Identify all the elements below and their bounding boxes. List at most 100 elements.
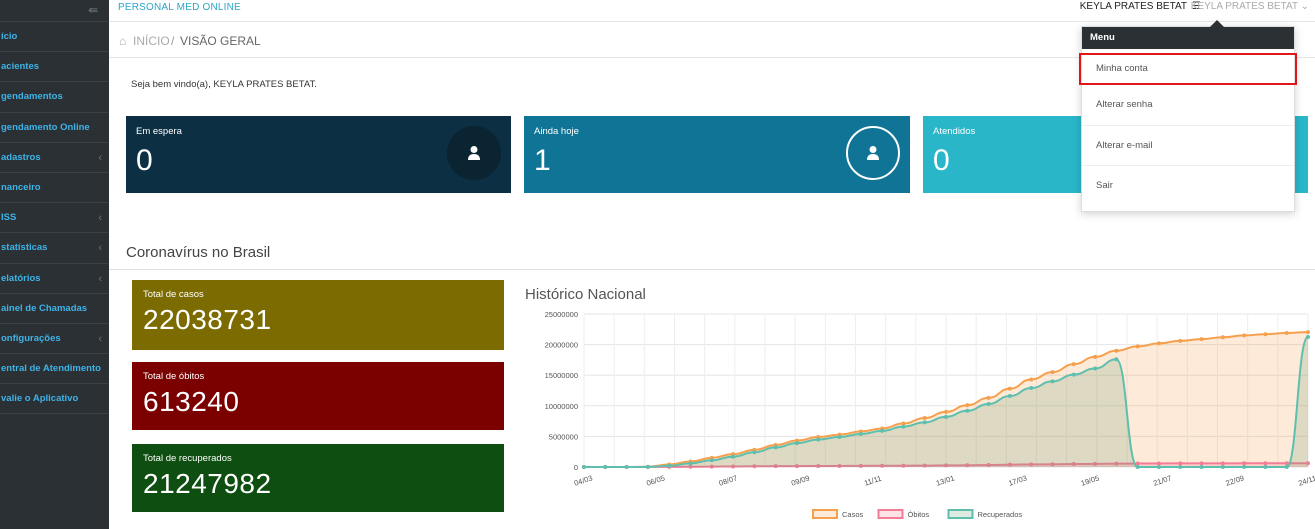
sidebar-item[interactable]: valie o Aplicativo [0,384,109,415]
sidebar-item[interactable]: ainel de Chamadas [0,294,109,324]
series-line [584,335,1309,468]
chevron-left-icon: ‹ [98,242,102,255]
data-point [901,421,906,426]
user-menu-label: KEYLA PRATES BETAT [1190,1,1298,12]
y-tick-label: 25000000 [545,310,578,319]
data-point [880,463,885,468]
sidebar-item[interactable]: ício [0,22,109,53]
data-point [1306,461,1310,466]
box-value: 22038731 [143,304,272,335]
data-point [816,464,821,469]
menu-icon[interactable]: ☰ [1192,1,1201,12]
data-point [986,462,991,467]
y-tick-label: 15000000 [545,371,578,380]
data-point [1306,334,1310,339]
data-point [1093,461,1098,466]
sidebar-item[interactable]: ISS ‹ [0,203,109,234]
sidebar-item[interactable]: statísticas ‹ [0,233,109,264]
data-point [1178,465,1183,469]
y-tick-label: 0 [574,463,578,472]
data-point [1071,362,1076,367]
data-point [901,424,906,429]
y-tick-label: 10000000 [545,402,578,411]
sidebar-item[interactable]: onfigurações ‹ [0,324,109,355]
sidebar-item-label: gendamentos [1,91,63,103]
sidebar-item[interactable]: acientes [0,52,109,83]
data-point [965,408,970,413]
data-point [1093,354,1098,359]
data-point [1071,462,1076,467]
sidebar-item[interactable]: gendamento Online [0,113,109,143]
data-point [965,463,970,468]
data-point [1156,341,1161,346]
sidebar-item-label: ISS [1,212,17,224]
legend-label: Óbitos [908,510,930,519]
data-point [1284,330,1289,335]
historico-chart: 0 5000000 10000000 15000000 20000000 25000000… [545,310,1315,519]
sidebar-item-label: gendamento Online [1,121,90,133]
data-point [944,463,948,468]
brand-title[interactable]: PERSONAL MED ONLINE [118,2,241,13]
x-tick-label: 04/03 [573,473,594,487]
sidebar-item[interactable]: nanceiro [0,173,109,204]
data-point [837,463,842,468]
menu-item-sair[interactable]: Sair [1096,180,1113,191]
collapse-sidebar-icon[interactable]: ⇚ [87,3,98,17]
sidebar-item-label: elatórios [1,272,41,284]
chevron-left-icon: ‹ [98,212,102,225]
sidebar-item-label: entral de Atendimento [1,363,101,375]
home-icon[interactable]: ⌂ [119,34,127,48]
sidebar-item[interactable]: adastros ‹ [0,143,109,173]
data-point [1242,461,1247,466]
data-point [603,465,608,469]
card-ainda-hoje[interactable]: Ainda hoje 1 [524,116,910,193]
total-recuperados-box: Total de recuperados 21247982 [132,444,504,512]
x-tick-label: 06/05 [645,473,666,487]
data-point [1284,465,1289,469]
data-point [858,431,863,436]
data-point [688,461,693,466]
legend-swatch [947,509,974,519]
data-point [1220,465,1225,469]
data-point [986,395,991,400]
data-point [1242,465,1247,469]
sidebar-item[interactable]: entral de Atendimento [0,354,109,385]
sidebar-item-label: ício [1,31,18,42]
card-label: Em espera [136,126,182,137]
section-divider [109,269,1315,270]
breadcrumb-home[interactable]: INÍCIO [133,34,170,48]
total-obitos-box: Total de óbitos 613240 [132,362,504,430]
legend-label: Casos [842,510,864,519]
data-point [1135,465,1140,469]
data-point [1050,379,1055,384]
card-label: Atendidos [933,126,976,137]
data-point [1199,461,1204,466]
data-point [1029,462,1034,467]
x-tick-label: 08/07 [718,473,739,487]
data-point [1220,335,1225,340]
menu-item-alterar-senha[interactable]: Alterar senha [1082,85,1294,126]
data-point [794,464,799,469]
data-point [709,458,714,463]
chevron-left-icon: ‹ [98,151,102,164]
box-label: Total de recuperados [143,453,232,464]
data-point [1220,461,1225,466]
sidebar-item-label: acientes [1,61,40,73]
data-point [965,403,970,408]
x-tick-label: 13/01 [935,473,956,487]
menu-item-alterar-email[interactable]: Alterar e-mail [1082,126,1294,166]
data-point [1007,462,1012,467]
menu-item-minha-conta[interactable]: Minha conta [1079,53,1297,85]
chevron-down-icon: ⌄ [1300,1,1309,12]
legend-swatch [812,509,838,519]
data-point [1178,338,1183,343]
data-point [1135,461,1140,466]
data-point [1114,461,1119,466]
sidebar-item[interactable]: gendamentos [0,82,109,113]
card-em-espera[interactable]: Em espera 0 [126,116,511,193]
sidebar-item[interactable]: elatórios ‹ [0,264,109,294]
user-menu-toggle[interactable]: KEYLA PRATES BETAT ⌄ [1191,1,1309,12]
data-point [645,464,650,469]
data-point [773,464,778,469]
box-value: 21247982 [143,468,272,499]
